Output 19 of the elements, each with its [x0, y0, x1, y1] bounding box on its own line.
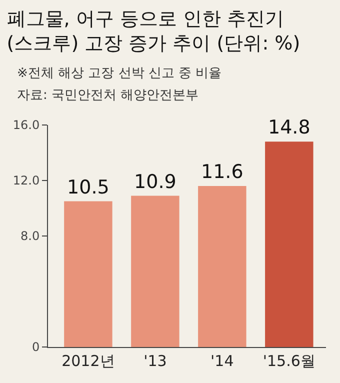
data-label: 10.5 — [67, 176, 110, 198]
x-tick-label: 2012년 — [62, 352, 115, 370]
bar — [198, 186, 246, 347]
x-tick-label: '15.6월 — [262, 352, 316, 370]
y-tick-label: 0 — [32, 340, 40, 354]
chart-title: 폐그물, 어구 등으로 인한 추진기 (스크루) 고장 증가 추이 (단위: %) — [6, 8, 300, 55]
bar — [131, 196, 180, 347]
x-tick-label: '13 — [144, 352, 167, 370]
data-label: 11.6 — [201, 161, 244, 184]
x-tick-label: '14 — [210, 352, 234, 370]
data-label: 14.8 — [268, 116, 310, 139]
text: 자료: 국민안전처 해양안전본부 — [17, 88, 199, 103]
bar — [64, 201, 112, 347]
y-tick-label: 16.0 — [12, 118, 40, 132]
y-tick-label: 12.0 — [12, 174, 40, 188]
y-tick-label: 8.0 — [20, 229, 40, 244]
bar — [265, 142, 314, 347]
chart-subtitle: ※전체 해상 고장 선박 신고 중 비율 — [17, 66, 222, 81]
data-label: 10.9 — [134, 170, 176, 193]
